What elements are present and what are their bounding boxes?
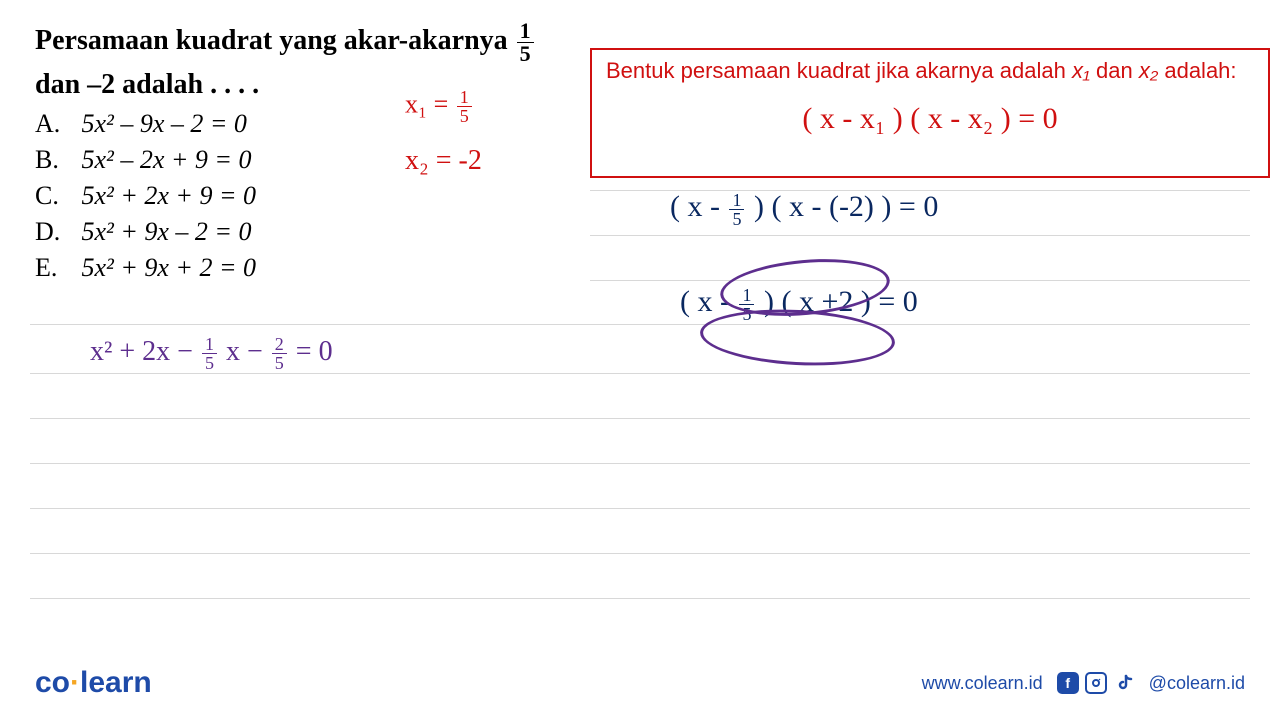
footer-right: www.colearn.id f @colearn.id (922, 672, 1245, 694)
option-e: E. 5x² + 9x + 2 = 0 (35, 253, 575, 283)
hw-x2: x₂ = -2 (405, 145, 482, 177)
tiktok-icon (1113, 672, 1135, 694)
formula-box-equation: ( x - x₁ ) ( x - x₂ ) = 0 (606, 102, 1254, 136)
question-block: Persamaan kuadrat yang akar-akarnya 1 5 … (35, 20, 575, 283)
question-line-1: Persamaan kuadrat yang akar-akarnya 1 5 (35, 20, 575, 65)
option-d: D. 5x² + 9x – 2 = 0 (35, 217, 575, 247)
footer-url: www.colearn.id (922, 673, 1043, 694)
option-c: C. 5x² + 2x + 9 = 0 (35, 181, 575, 211)
question-prefix: Persamaan kuadrat yang akar-akarnya (35, 25, 508, 56)
logo-dot: · (70, 666, 80, 699)
hw-purple-expand: x² + 2x − 1 5 x − 2 5 = 0 (90, 335, 333, 372)
facebook-icon: f (1057, 672, 1079, 694)
logo: co·learn (35, 666, 152, 700)
social-icons: f (1057, 672, 1135, 694)
logo-co: co (35, 666, 70, 699)
option-a: A. 5x² – 9x – 2 = 0 (35, 109, 575, 139)
question-line-2: dan –2 adalah . . . . (35, 69, 575, 101)
formula-box: Bentuk persamaan kuadrat jika akarnya ad… (590, 48, 1270, 178)
options-list: A. 5x² – 9x – 2 = 0 B. 5x² – 2x + 9 = 0 … (35, 109, 575, 283)
hw-navy-step1: ( x - 1 5 ) ( x - (-2) ) = 0 (670, 190, 938, 228)
instagram-icon (1085, 672, 1107, 694)
footer: co·learn www.colearn.id f @colearn.id (0, 666, 1280, 700)
option-b: B. 5x² – 2x + 9 = 0 (35, 145, 575, 175)
hw-x1: x₁ = 1 5 (405, 88, 474, 125)
logo-learn: learn (80, 666, 152, 699)
question-fraction: 1 5 (517, 20, 534, 65)
formula-box-text: Bentuk persamaan kuadrat jika akarnya ad… (606, 58, 1254, 84)
footer-handle: @colearn.id (1149, 673, 1245, 694)
